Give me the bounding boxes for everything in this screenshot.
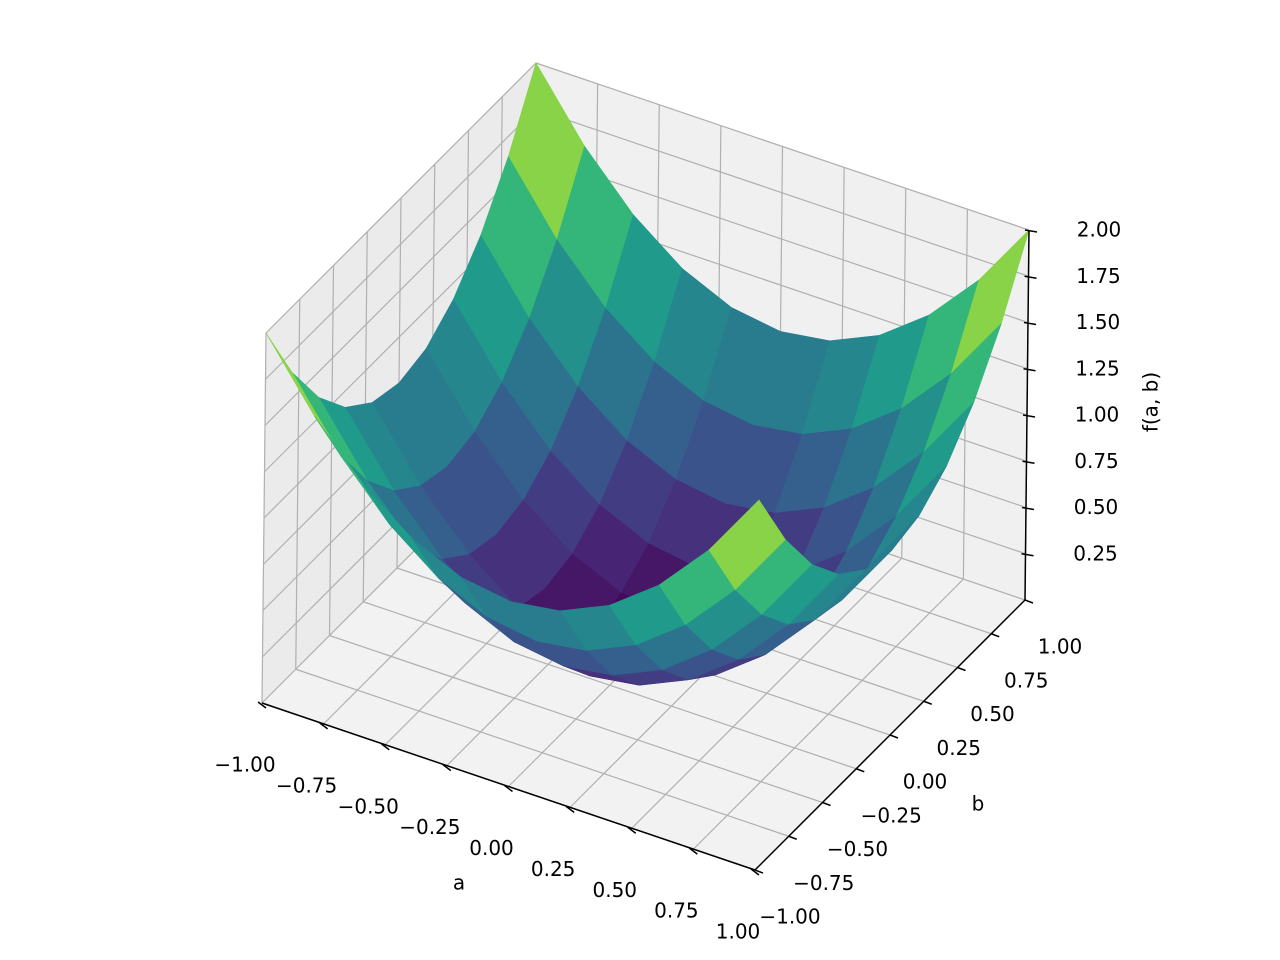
y-tick-label: −1.00 <box>759 905 820 929</box>
z-tick-label: 1.00 <box>1075 403 1120 427</box>
z-tick <box>1023 368 1036 372</box>
z-tick-label: 1.25 <box>1075 356 1120 380</box>
grid-line <box>363 601 857 770</box>
surface-patch <box>708 499 786 590</box>
y-tick <box>1024 599 1034 604</box>
z-tick-label: 0.50 <box>1074 495 1119 519</box>
z-tick-label: 1.75 <box>1076 264 1121 288</box>
grid-line <box>534 154 1029 324</box>
grid-line <box>329 634 823 804</box>
x-tick-label: −0.75 <box>276 773 337 797</box>
axis-line <box>261 702 756 871</box>
grid-line <box>295 668 789 837</box>
z-tick <box>1024 275 1037 279</box>
x-tick-label: 0.25 <box>531 857 576 881</box>
z-tick <box>1021 506 1035 511</box>
y-tick-label: −0.75 <box>793 871 854 895</box>
y-axis-label: b <box>972 792 985 816</box>
y-tick <box>822 801 831 807</box>
z-tick <box>1023 321 1037 326</box>
grid-line <box>265 62 537 334</box>
y-tick-label: 0.00 <box>903 770 948 794</box>
x-tick <box>257 701 267 709</box>
y-tick <box>889 734 899 739</box>
y-tick-label: 1.00 <box>1038 635 1083 659</box>
z-axis-label: f(a, b) <box>1139 372 1163 432</box>
y-tick <box>990 633 1000 638</box>
grid-line <box>535 108 1029 277</box>
y-tick <box>788 835 798 840</box>
y-tick-label: −0.25 <box>861 803 922 827</box>
x-tick-label: −1.00 <box>214 753 275 777</box>
x-tick-label: 0.75 <box>654 899 699 923</box>
x-tick <box>319 722 329 730</box>
z-tick-label: 0.75 <box>1074 449 1119 473</box>
y-tick <box>855 768 865 773</box>
y-tick <box>754 869 764 874</box>
x-tick-label: −0.50 <box>338 794 399 818</box>
z-tick <box>1022 414 1036 418</box>
x-tick-label: 0.00 <box>469 836 514 860</box>
y-tick-label: 0.50 <box>970 702 1015 726</box>
z-tick-label: 0.25 <box>1073 541 1118 565</box>
x-tick <box>750 868 760 876</box>
axes: −1.00−0.75−0.50−0.250.000.250.500.751.00… <box>214 218 1121 944</box>
y-tick-label: 0.25 <box>936 736 981 760</box>
z-tick <box>1021 553 1034 557</box>
x-tick <box>380 743 390 751</box>
grid-line <box>265 108 536 380</box>
z-tick <box>1024 229 1038 233</box>
x-tick-label: 0.50 <box>592 878 637 902</box>
x-tick-label: 1.00 <box>716 920 761 944</box>
y-tick <box>957 666 966 672</box>
y-tick <box>923 700 933 705</box>
grid-line <box>264 155 536 426</box>
z-tick-label: 1.50 <box>1076 310 1121 334</box>
y-tick-label: 0.75 <box>1004 668 1049 692</box>
x-tick <box>565 805 575 813</box>
x-tick <box>688 847 698 855</box>
z-tick-label: 2.00 <box>1077 218 1122 242</box>
surface <box>265 62 1030 686</box>
x-tick <box>627 826 637 834</box>
x-tick-label: −0.25 <box>399 815 460 839</box>
grid-line <box>535 62 1030 231</box>
x-axis-label: a <box>453 871 465 895</box>
x-tick <box>442 764 452 772</box>
x-tick <box>504 784 513 793</box>
y-tick-label: −0.50 <box>827 837 888 861</box>
z-tick <box>1022 460 1035 464</box>
